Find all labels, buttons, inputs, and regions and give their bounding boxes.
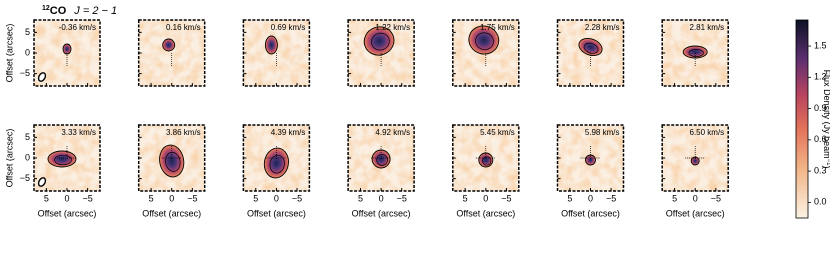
panel: 5.45 km/s 5 0 −5 Offset (arcsec) [452, 124, 520, 218]
y-tick-label: 0 [25, 152, 30, 162]
colorbar-label: Flux Density (Jy beam−1) [822, 70, 830, 169]
contour [688, 49, 704, 57]
panel: 5.98 km/s 5 0 −5 Offset (arcsec) [556, 124, 625, 218]
panel: 4.39 km/s 5 0 −5 Offset (arcsec) [242, 124, 311, 218]
velocity-label: 3.86 km/s [166, 128, 201, 137]
colorbar-tick-label: 0.6 [814, 134, 827, 144]
contour [583, 42, 599, 54]
x-tick-label: −5 [292, 193, 302, 203]
velocity-label: 2.81 km/s [690, 23, 725, 32]
contour [165, 151, 181, 172]
x-tick-label: 0 [379, 193, 384, 203]
x-axis-label: Offset (arcsec) [142, 208, 201, 218]
emission [162, 38, 176, 52]
colorbar-tick-label: 0.9 [814, 103, 827, 113]
isotope: 12 [42, 5, 50, 12]
panel: 2.28 km/s [556, 19, 625, 87]
panel: 0.69 km/s [242, 19, 311, 87]
emission [363, 26, 395, 56]
emission [682, 45, 708, 59]
x-tick-label: 0 [64, 193, 69, 203]
x-tick-label: 5 [253, 193, 258, 203]
x-tick-label: 5 [672, 193, 677, 203]
colorbar-tick-label: 1.5 [814, 40, 827, 50]
x-tick-label: −5 [711, 193, 721, 203]
x-tick-label: −5 [606, 193, 616, 203]
beam [37, 72, 47, 82]
contour [371, 32, 390, 51]
velocity-label: 1.75 km/s [480, 23, 515, 32]
y-tick-label: 5 [25, 27, 30, 37]
velocity-label: 4.92 km/s [375, 128, 410, 137]
velocity-label: 0.69 km/s [271, 23, 306, 32]
x-tick-label: −5 [82, 193, 92, 203]
x-axis-label: Offset (arcsec) [666, 208, 725, 218]
contour [269, 154, 285, 174]
colorbar-label-main: Flux Density (Jy beam [822, 70, 830, 159]
y-tick-label: −5 [20, 68, 30, 78]
panel: 1.22 km/s [347, 19, 415, 87]
x-tick-label: 5 [567, 193, 572, 203]
contour [475, 32, 494, 51]
beam [37, 177, 47, 187]
y-tick-label: −5 [20, 173, 30, 183]
emission [62, 43, 72, 55]
y-axis-label: Offset (arcsec) [4, 129, 14, 188]
colorbar-tick-label: 0.0 [814, 197, 827, 207]
velocity-label: 2.28 km/s [585, 23, 620, 32]
panel: 0.16 km/s [137, 19, 206, 87]
velocity-label: 5.45 km/s [480, 128, 515, 137]
x-tick-label: 5 [463, 193, 468, 203]
x-tick-label: 5 [44, 193, 49, 203]
x-tick-label: 0 [693, 193, 698, 203]
x-tick-label: 5 [149, 193, 154, 203]
panel: -0.36 km/s 5 0 −5 Offset (arcsec) [4, 19, 101, 87]
x-tick-label: −5 [187, 193, 197, 203]
velocity-label: 5.98 km/s [585, 128, 620, 137]
velocity-label: 6.50 km/s [690, 128, 725, 137]
x-tick-label: −5 [397, 193, 407, 203]
velocity-label: 0.16 km/s [166, 23, 201, 32]
molecule: CO [50, 5, 67, 17]
velocity-label: 3.33 km/s [61, 128, 96, 137]
x-tick-label: 0 [274, 193, 279, 203]
emission [264, 35, 278, 55]
colorbar-tick-label: 1.2 [814, 72, 827, 82]
emission [263, 147, 289, 179]
panel: 1.75 km/s [452, 19, 520, 87]
x-tick-label: 0 [588, 193, 593, 203]
panel: 4.92 km/s 5 0 −5 Offset (arcsec) [347, 124, 415, 218]
panel: 3.86 km/s 5 0 −5 Offset (arcsec) [137, 124, 206, 218]
y-axis-label: Offset (arcsec) [4, 24, 14, 83]
panel: 6.50 km/s 5 0 −5 Offset (arcsec) [661, 124, 729, 218]
colorbar-label-end: ) [822, 165, 830, 168]
contour [54, 154, 72, 166]
x-axis-label: Offset (arcsec) [247, 208, 306, 218]
colorbar-label-sup: −1 [825, 159, 830, 167]
x-tick-label: 0 [169, 193, 174, 203]
x-axis-label: Offset (arcsec) [352, 208, 411, 218]
x-tick-label: 0 [483, 193, 488, 203]
transition: J = 2 − 1 [73, 5, 117, 17]
panel: 3.33 km/s 5 5 0 0 −5 −5 Offset (arcsec) Offset (… [4, 124, 101, 218]
y-tick-label: 5 [25, 132, 30, 142]
contour [482, 156, 492, 166]
emission [578, 37, 603, 57]
y-tick-label: 0 [25, 47, 30, 57]
velocity-label: 1.22 km/s [375, 23, 410, 32]
panel: 2.81 km/s [661, 19, 729, 87]
figure-title: 12CO J = 2 − 1 [42, 5, 117, 17]
x-axis-label: Offset (arcsec) [38, 208, 97, 218]
x-axis-label: Offset (arcsec) [561, 208, 620, 218]
colorbar-tick-label: 0.3 [814, 165, 827, 175]
emission [159, 144, 185, 178]
x-axis-label: Offset (arcsec) [456, 208, 515, 218]
colorbar [795, 19, 809, 219]
velocity-label: 4.39 km/s [271, 128, 306, 137]
x-tick-label: 5 [358, 193, 363, 203]
velocity-label: -0.36 km/s [59, 23, 96, 32]
contour [376, 154, 388, 166]
x-tick-label: −5 [501, 193, 511, 203]
